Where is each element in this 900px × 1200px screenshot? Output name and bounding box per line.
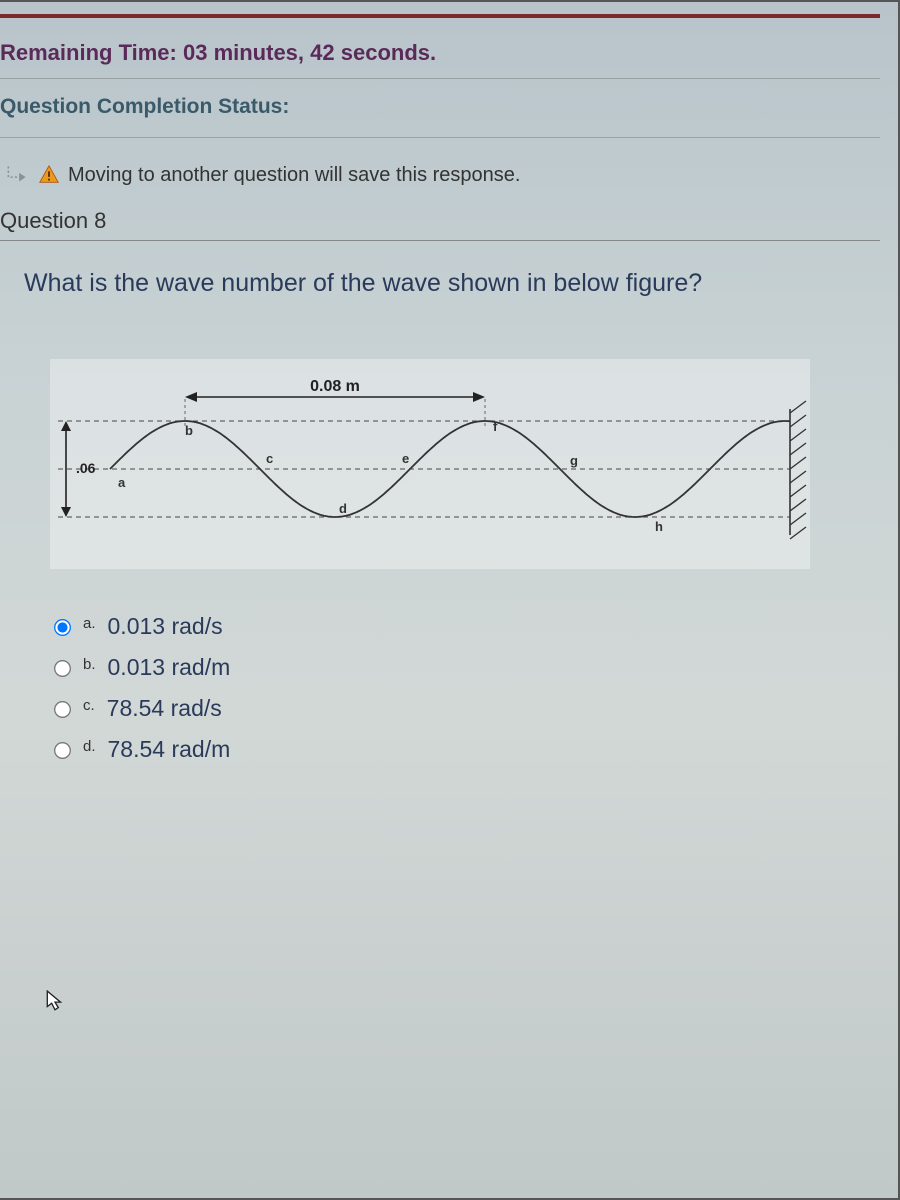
option-b[interactable]: b. 0.013 rad/m bbox=[56, 654, 880, 681]
save-notice-row: Moving to another question will save thi… bbox=[0, 138, 880, 208]
option-d-text: 78.54 rad/m bbox=[108, 736, 231, 763]
option-d-letter: d. bbox=[83, 738, 96, 755]
svg-text:f: f bbox=[493, 419, 498, 434]
accent-bar bbox=[0, 14, 880, 18]
option-a-letter: a. bbox=[83, 615, 96, 632]
save-notice-text: Moving to another question will save thi… bbox=[68, 164, 520, 187]
question-text: What is the wave number of the wave show… bbox=[0, 259, 880, 319]
wave-svg: 0.08 m .06 a b c d e f g h bbox=[50, 359, 810, 569]
timer-mid: minutes, bbox=[207, 40, 310, 65]
navigate-arrow-icon bbox=[4, 162, 30, 188]
option-c[interactable]: c. 78.54 rad/s bbox=[56, 695, 880, 722]
wave-figure: 0.08 m .06 a b c d e f g h bbox=[50, 359, 810, 569]
option-c-text: 78.54 rad/s bbox=[107, 695, 222, 722]
question-number-label: Question 8 bbox=[0, 208, 880, 241]
svg-text:b: b bbox=[185, 423, 193, 438]
svg-text:.06: .06 bbox=[76, 460, 96, 476]
svg-text:h: h bbox=[655, 519, 663, 534]
option-b-letter: b. bbox=[83, 656, 96, 673]
svg-text:e: e bbox=[402, 451, 409, 466]
timer-minutes: 03 bbox=[183, 40, 207, 65]
svg-text:0.08 m: 0.08 m bbox=[310, 378, 360, 395]
option-c-letter: c. bbox=[83, 697, 95, 714]
svg-text:d: d bbox=[339, 501, 347, 516]
timer-seconds: 42 bbox=[310, 40, 334, 65]
timer-suffix: seconds. bbox=[335, 40, 436, 65]
option-a-radio[interactable] bbox=[54, 619, 71, 636]
timer-row: Remaining Time: 03 minutes, 42 seconds. bbox=[0, 32, 880, 79]
option-d-radio[interactable] bbox=[54, 742, 71, 759]
svg-text:a: a bbox=[118, 475, 126, 490]
option-a-text: 0.013 rad/s bbox=[108, 613, 223, 640]
option-a[interactable]: a. 0.013 rad/s bbox=[56, 613, 880, 640]
answer-options: a. 0.013 rad/s b. 0.013 rad/m c. 78.54 r… bbox=[0, 599, 880, 763]
option-b-text: 0.013 rad/m bbox=[108, 654, 231, 681]
option-d[interactable]: d. 78.54 rad/m bbox=[56, 736, 880, 763]
timer-prefix: Remaining Time: bbox=[0, 40, 183, 65]
figure-container: 0.08 m .06 a b c d e f g h bbox=[0, 319, 880, 599]
completion-status-label: Question Completion Status: bbox=[0, 79, 880, 138]
warning-icon bbox=[38, 164, 60, 186]
svg-text:c: c bbox=[266, 451, 273, 466]
cursor-icon bbox=[46, 990, 64, 1012]
option-c-radio[interactable] bbox=[54, 701, 71, 718]
svg-text:g: g bbox=[570, 453, 578, 468]
option-b-radio[interactable] bbox=[54, 660, 71, 677]
